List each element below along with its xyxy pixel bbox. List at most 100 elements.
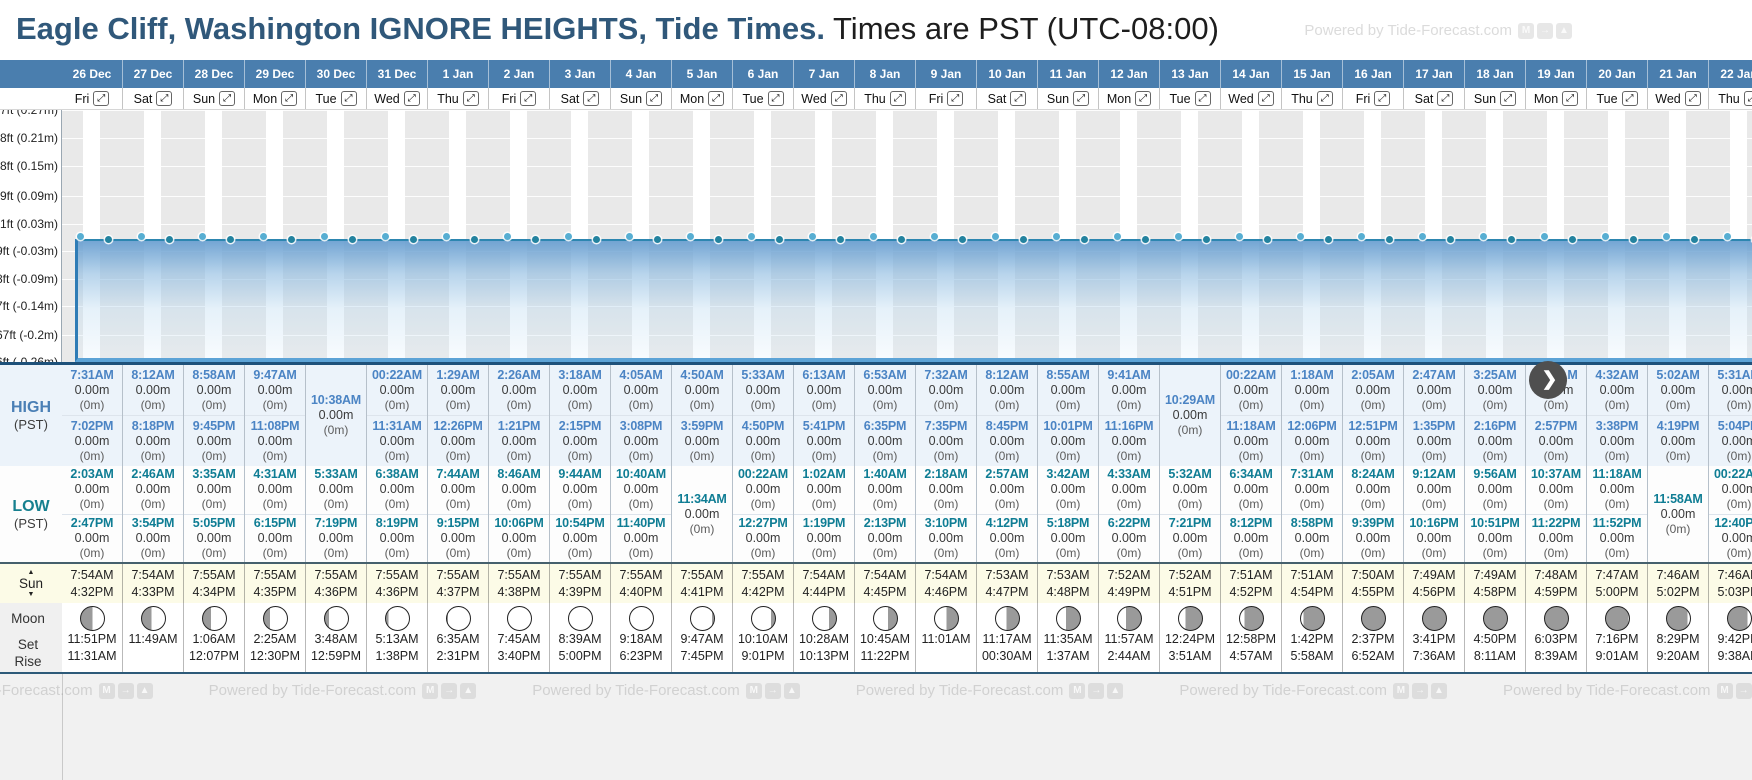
high-tide-cell: 00:22AM 0.00m (0m) 11:18AM 0.00m (0m) bbox=[1221, 365, 1282, 466]
tide-height-value: 0.00m bbox=[562, 433, 598, 448]
expand-day-button[interactable]: ⤢ bbox=[462, 91, 479, 106]
high-tide-time: 8:12AM bbox=[985, 367, 1029, 382]
moon-rise-time: 7:36AM bbox=[1412, 649, 1456, 663]
expand-day-button[interactable]: ⤢ bbox=[403, 91, 420, 106]
high-label: HIGH bbox=[11, 399, 51, 416]
high-tide-time: 5:31AM bbox=[1717, 367, 1752, 382]
tide-height-value: 0.00m bbox=[1233, 382, 1269, 397]
low-tide-cell: 1:40AM 0.00m (0m) 2:13PM 0.00m (0m) bbox=[855, 466, 916, 562]
tide-height-value: 0.00m bbox=[1599, 482, 1635, 497]
low-tide-entry: 1:02AM 0.00m (0m) bbox=[794, 466, 854, 514]
sunrise-time: 7:54AM bbox=[70, 567, 114, 582]
tide-height-alt: (0m) bbox=[1238, 545, 1264, 560]
tide-height-alt: (0m) bbox=[201, 497, 227, 512]
low-tide-entry: 11:18AM 0.00m (0m) bbox=[1587, 466, 1647, 514]
expand-day-button[interactable]: ⤢ bbox=[156, 91, 173, 106]
watermark-logo-icon: ▲ bbox=[1107, 682, 1124, 699]
expand-day-button[interactable]: ⤢ bbox=[1374, 91, 1391, 106]
watermark-bottom: Powered by Tide-Forecast.com M→▲ bbox=[209, 682, 477, 699]
watermark-logo-icon: → bbox=[1088, 682, 1105, 699]
expand-day-button[interactable]: ⤢ bbox=[1437, 91, 1454, 106]
expand-day-button[interactable]: ⤢ bbox=[1500, 91, 1517, 106]
high-tide-time: 3:08PM bbox=[619, 418, 663, 433]
low-tide-entry: 11:34AM 0.00m (0m) bbox=[672, 466, 732, 562]
scroll-next-button[interactable]: ❯ bbox=[1529, 361, 1567, 399]
tide-height-alt: (0m) bbox=[994, 448, 1020, 463]
expand-day-button[interactable]: ⤢ bbox=[340, 91, 357, 106]
high-tide-cell: 00:22AM 0.00m (0m) 11:31AM 0.00m (0m) bbox=[367, 365, 428, 466]
moon-set-time: 2:37PM bbox=[1351, 632, 1395, 646]
expand-day-button[interactable]: ⤢ bbox=[1135, 91, 1152, 106]
y-axis-tick-label: -0.67ft (-0.2m) bbox=[0, 328, 58, 342]
expand-day-button[interactable]: ⤢ bbox=[646, 91, 663, 106]
moon-phase-icon bbox=[1665, 606, 1691, 631]
expand-day-button[interactable]: ⤢ bbox=[93, 91, 110, 106]
expand-day-button[interactable]: ⤢ bbox=[1316, 91, 1333, 106]
expand-day-button[interactable]: ⤢ bbox=[1562, 91, 1579, 106]
sunset-time: 4:49PM bbox=[1107, 584, 1151, 599]
expand-day-button[interactable]: ⤢ bbox=[583, 91, 600, 106]
tide-height-alt: (0m) bbox=[140, 497, 166, 512]
sunset-time: 4:46PM bbox=[924, 584, 968, 599]
expand-day-button[interactable]: ⤢ bbox=[708, 91, 725, 106]
tide-height-alt: (0m) bbox=[1055, 397, 1081, 412]
low-tide-time: 11:18AM bbox=[1592, 467, 1642, 482]
weekday-label: Thu bbox=[1718, 91, 1740, 106]
high-tide-time: 6:53AM bbox=[863, 367, 907, 382]
tide-height-value: 0.00m bbox=[1111, 530, 1147, 545]
high-tide-entry: 4:32AM 0.00m (0m) bbox=[1587, 365, 1647, 415]
date-header-cell: 2 Jan bbox=[489, 60, 550, 88]
weekday-label: Thu bbox=[1291, 91, 1313, 106]
expand-day-button[interactable]: ⤢ bbox=[1010, 91, 1027, 106]
expand-day-button[interactable]: ⤢ bbox=[947, 91, 964, 106]
low-tide-time: 12:27PM bbox=[738, 515, 788, 530]
sunrise-time: 7:55AM bbox=[497, 567, 541, 582]
weekday-label: Wed bbox=[374, 91, 400, 106]
low-tide-time: 00:22AM bbox=[1713, 467, 1752, 482]
expand-day-button[interactable]: ⤢ bbox=[1743, 91, 1752, 106]
expand-day-button[interactable]: ⤢ bbox=[1194, 91, 1211, 106]
expand-day-button[interactable]: ⤢ bbox=[1073, 91, 1090, 106]
tide-event-dot bbox=[1419, 233, 1426, 240]
high-tide-time: 2:05AM bbox=[1351, 367, 1395, 382]
low-tide-time: 4:33AM bbox=[1107, 467, 1151, 482]
expand-day-button[interactable]: ⤢ bbox=[1684, 91, 1701, 106]
sun-cell: 7:55AM 4:34PM bbox=[184, 564, 245, 603]
page-title-timezone: Times are PST (UTC-08:00) bbox=[824, 11, 1219, 46]
expand-day-button[interactable]: ⤢ bbox=[830, 91, 847, 106]
expand-day-button[interactable]: ⤢ bbox=[219, 91, 236, 106]
tide-event-dot bbox=[748, 233, 755, 240]
moon-phase-icon bbox=[1482, 606, 1508, 631]
watermark-logo-icon: ▲ bbox=[783, 682, 800, 699]
tide-event-dot bbox=[1325, 236, 1332, 243]
gridline bbox=[62, 110, 1752, 111]
y-axis-tick-label: 0.68ft (0.21m) bbox=[0, 131, 58, 145]
low-tide-cell: 4:33AM 0.00m (0m) 6:22PM 0.00m (0m) bbox=[1099, 466, 1160, 562]
tide-height-value: 0.00m bbox=[501, 530, 537, 545]
tide-height-alt: (0m) bbox=[1177, 423, 1203, 437]
expand-day-button[interactable]: ⤢ bbox=[520, 91, 537, 106]
low-tide-time: 1:40AM bbox=[863, 467, 907, 482]
weekday-label: Thu bbox=[437, 91, 459, 106]
expand-day-button[interactable]: ⤢ bbox=[281, 91, 298, 106]
tide-height-alt: (0m) bbox=[323, 497, 349, 512]
date-label: 17 Jan bbox=[1415, 67, 1453, 81]
low-tide-entry: 9:15PM 0.00m (0m) bbox=[428, 513, 488, 563]
tide-event-dot bbox=[410, 236, 417, 243]
y-axis-tick-label: -0.09ft (-0.03m) bbox=[0, 244, 58, 258]
high-tide-time: 4:32AM bbox=[1595, 367, 1639, 382]
high-tide-entry: 4:50PM 0.00m (0m) bbox=[733, 415, 793, 466]
expand-day-button[interactable]: ⤢ bbox=[767, 91, 784, 106]
low-tide-cell: 8:46AM 0.00m (0m) 10:06PM 0.00m (0m) bbox=[489, 466, 550, 562]
low-tide-cell: 9:44AM 0.00m (0m) 10:54PM 0.00m (0m) bbox=[550, 466, 611, 562]
watermark-text: Powered by Tide-Forecast.com bbox=[0, 682, 93, 699]
expand-day-button[interactable]: ⤢ bbox=[889, 91, 906, 106]
expand-day-button[interactable]: ⤢ bbox=[1257, 91, 1274, 106]
low-tide-time: 10:37AM bbox=[1530, 467, 1581, 482]
sun-cell: 7:54AM 4:45PM bbox=[855, 564, 916, 603]
expand-day-button[interactable]: ⤢ bbox=[1621, 91, 1638, 106]
low-tide-entry: 10:40AM 0.00m (0m) bbox=[611, 466, 671, 514]
sunrise-time: 7:54AM bbox=[131, 567, 175, 582]
weekday-cell: Sun ⤢ bbox=[184, 88, 245, 109]
